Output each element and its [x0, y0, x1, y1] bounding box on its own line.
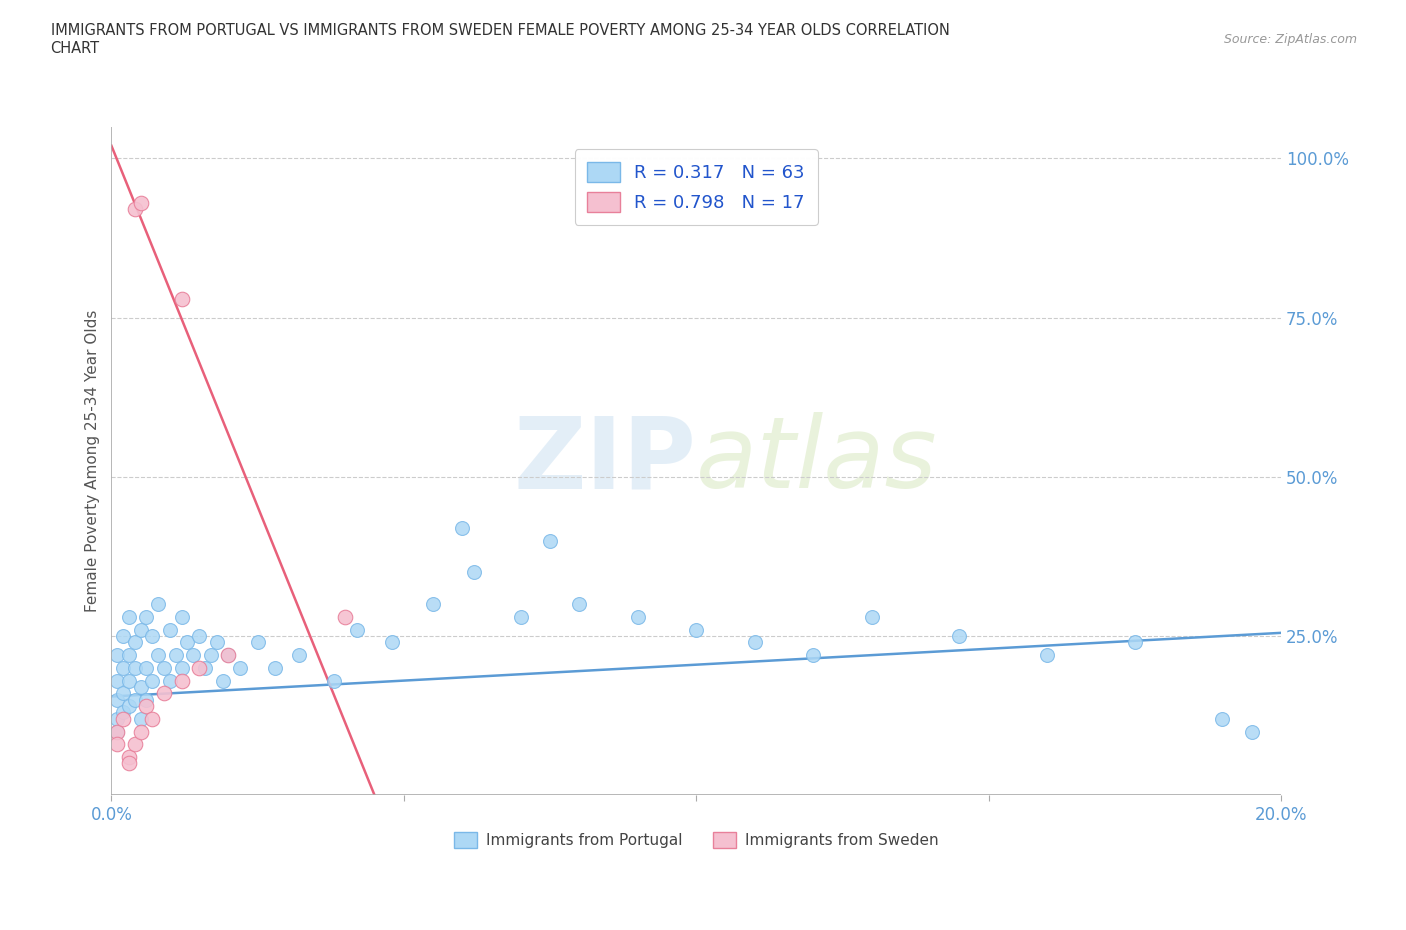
Point: [801, 647, 824, 662]
Point: [422, 597, 444, 612]
Point: [170, 673, 193, 688]
Point: [112, 629, 135, 644]
Point: [148, 647, 170, 662]
Point: [118, 698, 141, 713]
Point: [112, 705, 135, 720]
Point: [181, 647, 204, 662]
Point: [217, 647, 239, 662]
Point: [141, 711, 163, 726]
Point: [105, 737, 128, 751]
Point: [112, 660, 135, 675]
Point: [205, 635, 228, 650]
Point: [346, 622, 368, 637]
Point: [211, 673, 233, 688]
Point: [135, 609, 157, 624]
Point: [744, 635, 766, 650]
Y-axis label: Female Poverty Among 25-34 Year Olds: Female Poverty Among 25-34 Year Olds: [86, 310, 100, 612]
Point: [105, 673, 128, 688]
Point: [124, 737, 146, 751]
Point: [105, 711, 128, 726]
Point: [170, 660, 193, 675]
Text: Source: ZipAtlas.com: Source: ZipAtlas.com: [1223, 33, 1357, 46]
Point: [124, 660, 146, 675]
Point: [264, 660, 287, 675]
Point: [948, 629, 970, 644]
Point: [118, 756, 141, 771]
Point: [1123, 635, 1146, 650]
Point: [153, 686, 176, 701]
Point: [129, 711, 152, 726]
Point: [124, 202, 146, 217]
Point: [112, 686, 135, 701]
Point: [1240, 724, 1263, 739]
Point: [129, 724, 152, 739]
Point: [170, 291, 193, 306]
Point: [200, 647, 222, 662]
Point: [118, 750, 141, 764]
Point: [112, 711, 135, 726]
Point: [105, 692, 128, 707]
Point: [118, 673, 141, 688]
Point: [159, 622, 181, 637]
Point: [135, 698, 157, 713]
Point: [135, 692, 157, 707]
Point: [124, 692, 146, 707]
Point: [159, 673, 181, 688]
Point: [165, 647, 187, 662]
Text: IMMIGRANTS FROM PORTUGAL VS IMMIGRANTS FROM SWEDEN FEMALE POVERTY AMONG 25-34 YE: IMMIGRANTS FROM PORTUGAL VS IMMIGRANTS F…: [51, 23, 949, 56]
Point: [685, 622, 707, 637]
Point: [538, 533, 561, 548]
Point: [627, 609, 650, 624]
Point: [148, 597, 170, 612]
Point: [1036, 647, 1059, 662]
Point: [124, 635, 146, 650]
Point: [381, 635, 404, 650]
Point: [229, 660, 252, 675]
Point: [118, 647, 141, 662]
Point: [1211, 711, 1233, 726]
Point: [194, 660, 217, 675]
Point: [246, 635, 269, 650]
Point: [129, 680, 152, 695]
Point: [153, 660, 176, 675]
Point: [141, 629, 163, 644]
Point: [188, 629, 211, 644]
Point: [188, 660, 211, 675]
Point: [105, 724, 128, 739]
Point: [322, 673, 344, 688]
Point: [568, 597, 591, 612]
Point: [509, 609, 531, 624]
Point: [176, 635, 198, 650]
Point: [463, 565, 485, 579]
Text: atlas: atlas: [696, 412, 938, 510]
Legend: Immigrants from Portugal, Immigrants from Sweden: Immigrants from Portugal, Immigrants fro…: [447, 826, 945, 855]
Point: [860, 609, 883, 624]
Point: [217, 647, 239, 662]
Text: ZIP: ZIP: [513, 412, 696, 510]
Point: [135, 660, 157, 675]
Point: [287, 647, 309, 662]
Point: [170, 609, 193, 624]
Point: [335, 609, 357, 624]
Point: [129, 195, 152, 210]
Point: [118, 609, 141, 624]
Point: [141, 673, 163, 688]
Point: [451, 521, 474, 536]
Point: [105, 647, 128, 662]
Point: [129, 622, 152, 637]
Point: [105, 724, 128, 739]
